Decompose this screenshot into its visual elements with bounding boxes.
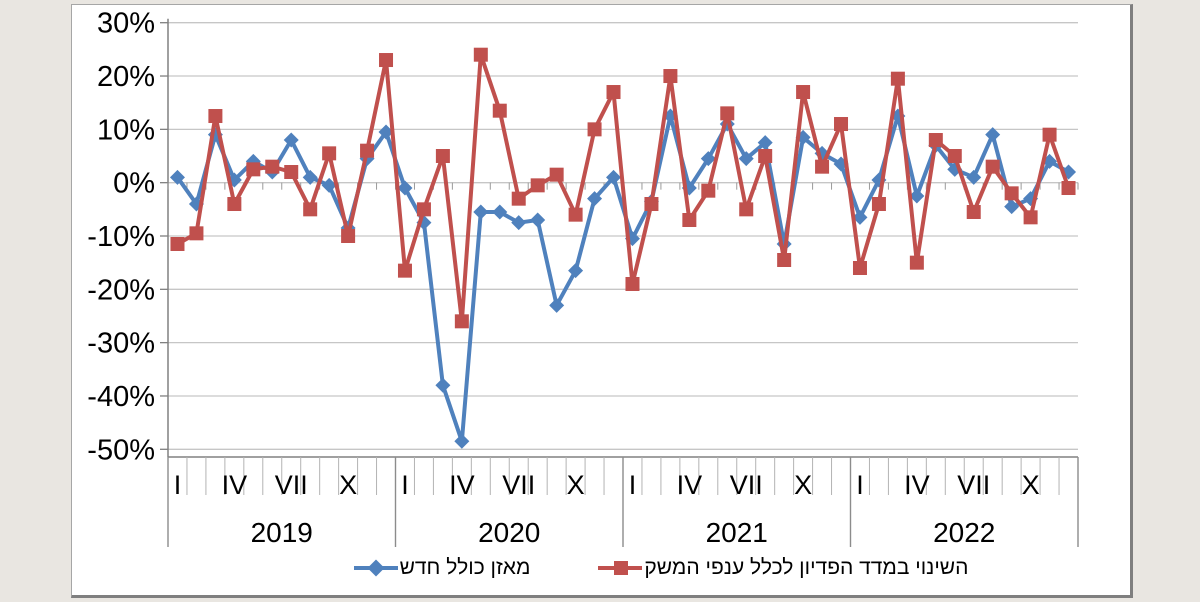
line-chart: 30% 20% 10% 0% -10% -20% -30% -40% -50% I IV VII X 20… — [87, 8, 1079, 548]
svg-text:I: I — [174, 470, 182, 500]
svg-text:-30%: -30% — [87, 328, 155, 360]
svg-text:VII: VII — [957, 470, 990, 500]
legend-item-series2: השינוי במדד הפדיון לכלל ענפי המשק — [598, 556, 968, 580]
svg-text:-50%: -50% — [87, 434, 155, 466]
svg-text:IV: IV — [677, 470, 703, 500]
svg-text:X: X — [794, 470, 812, 500]
svg-text:IV: IV — [449, 470, 475, 500]
svg-text:-40%: -40% — [87, 381, 155, 413]
svg-text:2022: 2022 — [933, 517, 995, 548]
svg-text:X: X — [1022, 470, 1040, 500]
legend-item-series1: מאזן כולל חדש — [353, 556, 531, 580]
chart-frame: 30% 20% 10% 0% -10% -20% -30% -40% -50% I IV VII X 20… — [71, 4, 1133, 598]
series2-line-square-icon — [598, 560, 643, 576]
svg-text:I: I — [856, 470, 864, 500]
svg-text:2021: 2021 — [706, 517, 768, 548]
svg-text:20%: 20% — [97, 61, 155, 93]
svg-text:30%: 30% — [97, 8, 155, 40]
svg-text:VII: VII — [502, 470, 535, 500]
legend-label-series1: מאזן כולל חדש — [399, 556, 531, 579]
legend-label-series2: השינוי במדד הפדיון לכלל ענפי המשק — [644, 556, 969, 579]
svg-text:0%: 0% — [113, 168, 155, 200]
svg-text:IV: IV — [904, 470, 930, 500]
svg-text:VII: VII — [730, 470, 763, 500]
svg-text:10%: 10% — [97, 114, 155, 146]
svg-text:X: X — [339, 470, 357, 500]
svg-text:X: X — [567, 470, 585, 500]
series1-line-diamond-icon — [353, 559, 398, 577]
chart-legend: מאזן כולל חדש השינוי במדד הפדיון לכלל ענ… — [232, 556, 1090, 580]
svg-text:I: I — [629, 470, 637, 500]
svg-text:I: I — [401, 470, 409, 500]
svg-text:-10%: -10% — [87, 221, 155, 253]
svg-text:2020: 2020 — [478, 517, 540, 548]
svg-text:IV: IV — [222, 470, 248, 500]
svg-text:-20%: -20% — [87, 274, 155, 306]
svg-text:2019: 2019 — [251, 517, 313, 548]
svg-text:VII: VII — [275, 470, 308, 500]
